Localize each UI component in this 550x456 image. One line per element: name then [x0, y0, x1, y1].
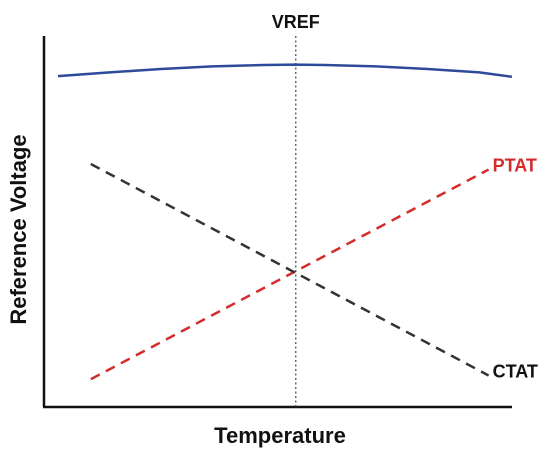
series-label-ctat: CTAT	[493, 361, 538, 381]
vref-label: VREF	[272, 12, 320, 32]
series-line-ctat	[90, 162, 490, 377]
axes	[42, 36, 512, 409]
series-label-ptat: PTAT	[493, 156, 537, 176]
x-axis-label: Temperature	[214, 423, 346, 448]
series-line-ptat	[90, 168, 490, 381]
series-layer	[57, 63, 513, 381]
series-labels: PTAT CTAT	[493, 156, 538, 382]
series-line-vref	[57, 63, 513, 79]
y-axis-label: Reference Voltage	[6, 134, 31, 324]
